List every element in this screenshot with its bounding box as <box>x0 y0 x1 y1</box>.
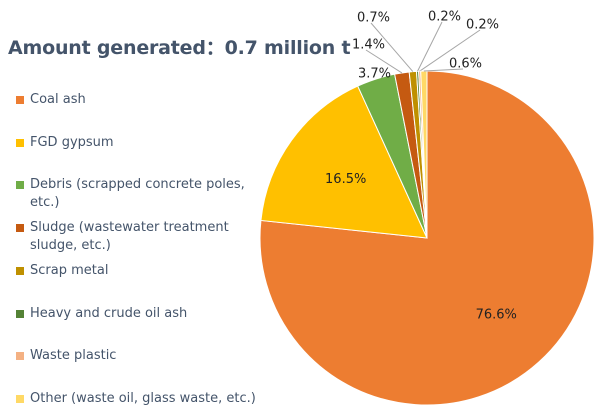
leader-line-other <box>423 68 464 72</box>
legend-label-oil-ash: Heavy and crude oil ash <box>30 306 188 321</box>
legend-label-waste-plastic: Waste plastic <box>30 348 117 363</box>
legend-swatch-other <box>16 395 24 403</box>
legend-label-sludge: Sludge (wastewater treatment sludge, etc… <box>30 220 229 253</box>
legend-swatch-debris <box>16 181 24 189</box>
data-label-debris: 3.7% <box>358 67 391 82</box>
pie-slice-fgd-gypsum <box>260 85 428 239</box>
legend-swatch-waste-plastic <box>16 352 24 360</box>
data-label-coal-ash: 76.6% <box>476 307 517 322</box>
data-label-waste-plastic: 0.2% <box>466 18 499 33</box>
legend-swatch-coal-ash <box>16 96 24 104</box>
data-label-fgd-gypsum: 16.5% <box>325 172 366 187</box>
legend-label-debris: Debris (scrapped concrete poles, etc.) <box>30 177 245 210</box>
data-label-scrap-metal: 0.7% <box>357 11 390 26</box>
legend-item-coal-ash: Coal ash <box>16 91 266 109</box>
legend-swatch-sludge <box>16 224 24 232</box>
legend-label-scrap-metal: Scrap metal <box>30 263 109 278</box>
legend-item-sludge: Sludge (wastewater treatment sludge, etc… <box>16 219 266 255</box>
legend-item-oil-ash: Heavy and crude oil ash <box>16 305 266 323</box>
legend-swatch-oil-ash <box>16 310 24 318</box>
legend-label-fgd-gypsum: FGD gypsum <box>30 135 114 150</box>
legend-item-debris: Debris (scrapped concrete poles, etc.) <box>16 176 266 212</box>
leader-line-sludge <box>365 49 403 74</box>
legend-swatch-fgd-gypsum <box>16 139 24 147</box>
legend-item-waste-plastic: Waste plastic <box>16 347 266 365</box>
leader-line-waste-plastic <box>419 29 481 72</box>
legend-item-scrap-metal: Scrap metal <box>16 262 266 280</box>
leader-line-scrap-metal <box>370 22 414 72</box>
legend-label-other: Other (waste oil, glass waste, etc.) <box>30 391 256 406</box>
data-label-sludge: 1.4% <box>352 38 385 53</box>
pie-slice-coal-ash <box>259 70 595 406</box>
legend-swatch-scrap-metal <box>16 267 24 275</box>
data-label-heavy-and-crude-oil-ash: 0.2% <box>428 10 461 25</box>
legend-item-other: Other (waste oil, glass waste, etc.) <box>16 390 266 408</box>
legend-item-fgd-gypsum: FGD gypsum <box>16 134 266 152</box>
leader-line-heavy-and-crude-oil-ash <box>417 21 443 72</box>
data-label-other: 0.6% <box>449 57 482 72</box>
legend-label-coal-ash: Coal ash <box>30 92 86 107</box>
chart-title: Amount generated：0.7 million t <box>8 37 351 59</box>
